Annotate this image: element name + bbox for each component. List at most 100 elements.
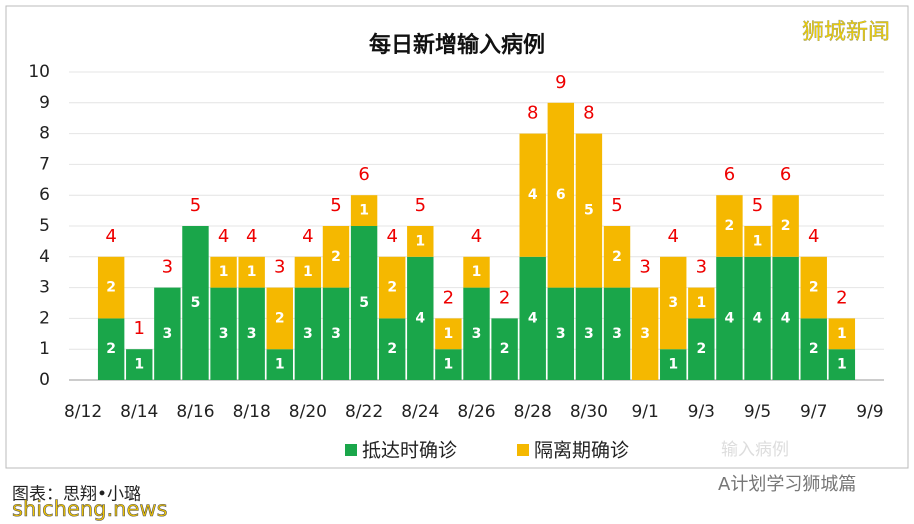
bar-segment [97, 256, 125, 319]
total-label: 4 [302, 226, 313, 247]
bar-segment [378, 256, 406, 319]
segment-label: 4 [415, 310, 425, 326]
segment-label: 1 [668, 357, 678, 373]
total-label: 4 [471, 226, 482, 247]
x-tick-label: 8/22 [345, 402, 383, 422]
bar-segment [463, 256, 490, 288]
x-tick-label: 8/24 [401, 402, 439, 422]
bar-segment [547, 287, 575, 380]
segment-label: 2 [500, 341, 510, 357]
segment-label: 1 [472, 264, 482, 280]
segment-label: 1 [134, 357, 144, 373]
total-label: 5 [415, 195, 426, 216]
segment-label: 3 [584, 326, 594, 342]
x-tick-label: 8/26 [457, 402, 495, 422]
y-tick-label: 9 [39, 93, 50, 113]
segment-label: 4 [781, 310, 791, 326]
bar-segment [407, 226, 434, 257]
bar-segment [463, 287, 490, 380]
segment-label: 4 [528, 187, 538, 203]
total-label: 3 [696, 257, 707, 278]
segment-label: 1 [219, 264, 229, 280]
x-tick-label: 9/5 [744, 402, 771, 422]
total-label: 4 [667, 226, 678, 247]
segment-label: 3 [303, 326, 313, 342]
total-label: 3 [274, 257, 285, 278]
total-label: 1 [134, 318, 145, 339]
bar-segment [294, 287, 322, 380]
bar-segment [772, 256, 799, 380]
bar-segment [491, 318, 518, 380]
bar-segment [800, 318, 827, 380]
segment-label: 2 [106, 280, 116, 296]
total-label: 8 [527, 103, 538, 124]
y-tick-label: 8 [39, 124, 50, 144]
bar-segment [407, 256, 434, 380]
segment-label: 4 [725, 310, 735, 326]
total-label: 2 [836, 287, 847, 308]
bar-segment [575, 287, 603, 380]
total-label: 5 [330, 195, 341, 216]
bar-segment [350, 226, 378, 380]
x-tick-label: 8/16 [176, 402, 214, 422]
x-tick-label: 8/18 [233, 402, 271, 422]
legend-swatch [517, 444, 529, 456]
segment-label: 1 [837, 326, 847, 342]
segment-label: 3 [640, 326, 650, 342]
y-tick-label: 6 [39, 185, 50, 205]
credit: 图表：思翔•小璐 [12, 485, 141, 505]
bar-segment [716, 256, 743, 380]
bar-segment [660, 256, 687, 350]
x-tick-label: 8/12 [64, 402, 102, 422]
bar-segment [744, 226, 771, 257]
x-tick-label: 8/14 [120, 402, 158, 422]
bar-segment [688, 318, 715, 380]
bar-segment [519, 256, 546, 380]
bar-segment [378, 318, 406, 380]
bar-segment [238, 256, 265, 288]
segment-label: 3 [331, 326, 341, 342]
total-label: 2 [443, 287, 454, 308]
legend-label: 隔离期确诊 [534, 440, 629, 462]
segment-label: 1 [303, 264, 313, 280]
chart-title: 每日新增输入病例 [369, 32, 545, 58]
bar-segment [126, 349, 153, 380]
total-label: 2 [499, 287, 510, 308]
segment-label: 2 [809, 341, 819, 357]
segment-label: 3 [247, 326, 257, 342]
segment-label: 1 [359, 203, 369, 219]
segment-label: 6 [556, 187, 566, 203]
segment-label: 2 [106, 341, 116, 357]
bar-segment [575, 133, 603, 288]
bar-segment [519, 133, 546, 257]
bar-segment [744, 256, 771, 380]
segment-label: 2 [781, 218, 791, 234]
total-label: 4 [105, 226, 116, 247]
bar-segment [322, 287, 350, 380]
segment-label: 2 [612, 249, 622, 265]
segment-label: 4 [528, 310, 538, 326]
watermark: 输入病例 [721, 440, 789, 460]
bar-segment [435, 318, 462, 350]
bar-segment [322, 226, 350, 288]
total-label: 8 [583, 103, 594, 124]
y-tick-label: 5 [39, 216, 50, 236]
legend-swatch [345, 444, 357, 456]
total-label: 6 [358, 164, 369, 185]
total-label: 5 [752, 195, 763, 216]
y-tick-label: 10 [28, 62, 50, 82]
total-label: 6 [780, 164, 791, 185]
segment-label: 4 [753, 310, 763, 326]
bar-segment [266, 287, 293, 350]
segment-label: 2 [331, 249, 341, 265]
segment-label: 3 [556, 326, 566, 342]
bar-segment [547, 102, 575, 288]
segment-label: 2 [725, 218, 735, 234]
bar-segment [828, 349, 856, 380]
segment-label: 1 [415, 233, 425, 249]
bar-segment [154, 287, 181, 380]
segment-label: 3 [162, 326, 172, 342]
x-tick-label: 8/28 [514, 402, 552, 422]
y-tick-label: 3 [39, 278, 50, 298]
